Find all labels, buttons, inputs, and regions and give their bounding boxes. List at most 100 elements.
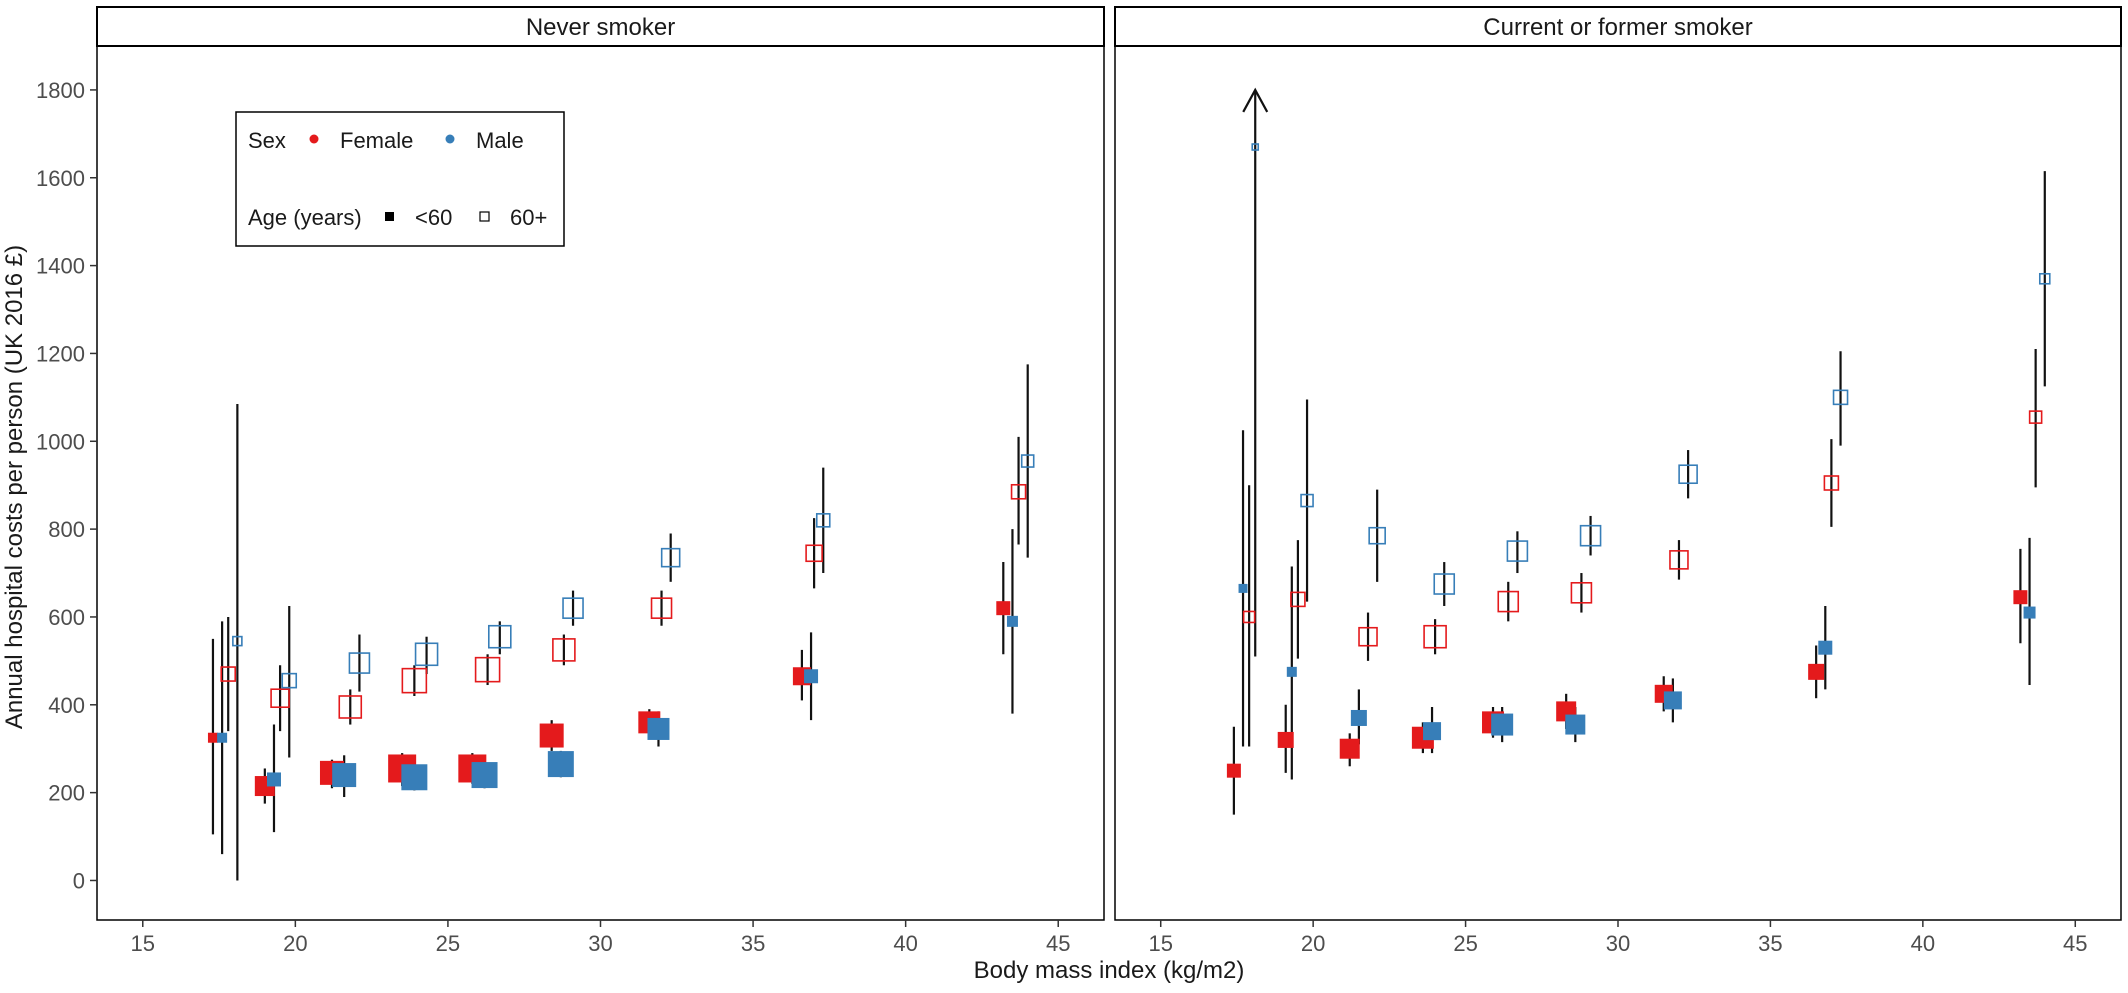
panel-never-smoker: Never smoker 15 20 25 30 35 40 45 0 200 400 600 800 1…	[36, 6, 1105, 956]
data-point-male-under60	[1565, 714, 1586, 735]
data-point-male-under60	[1818, 640, 1833, 655]
x-tick-label: 45	[2063, 931, 2087, 956]
y-axis-title: Annual hospital costs per person (UK 201…	[1, 245, 28, 729]
data-point-female-60plus	[1290, 591, 1306, 608]
legend-60plus-label: 60+	[510, 205, 547, 230]
legend-under60-label: <60	[415, 205, 452, 230]
data-point-male-60plus	[1368, 526, 1386, 545]
error-bar-arrow	[1242, 87, 1269, 113]
y-tick-label: 0	[73, 868, 85, 893]
data-point-male-under60	[1423, 722, 1442, 741]
x-tick-label: 40	[893, 931, 917, 956]
data-point-male-60plus	[348, 652, 371, 674]
data-point-female-60plus	[1010, 483, 1027, 500]
x-tick-label: 15	[1148, 931, 1172, 956]
data-point-male-60plus	[414, 642, 439, 667]
x-tick-label: 20	[1301, 931, 1325, 956]
data-point-male-under60	[1006, 615, 1018, 627]
data-point-female-60plus	[220, 666, 237, 682]
legend-box	[235, 111, 565, 247]
y-tick-label: 1200	[36, 341, 85, 366]
panel-strip-title: Never smoker	[526, 14, 675, 41]
x-tick-label: 35	[741, 931, 765, 956]
legend-sex-title: Sex	[248, 128, 286, 153]
legend-male-label: Male	[476, 128, 524, 153]
data-point-female-under60	[539, 723, 564, 748]
data-point-male-60plus	[660, 547, 681, 568]
data-point-female-under60	[1339, 738, 1360, 759]
data-point-female-60plus	[552, 638, 576, 662]
data-point-female-60plus	[1358, 626, 1378, 647]
data-point-male-under60	[547, 751, 574, 778]
data-point-male-under60	[1491, 713, 1514, 736]
y-tick-label: 1400	[36, 254, 85, 279]
data-point-male-60plus	[815, 513, 831, 528]
x-tick-label: 45	[1046, 931, 1070, 956]
data-point-male-under60	[217, 732, 228, 743]
data-point-female-60plus	[401, 667, 428, 694]
data-point-female-60plus	[2028, 410, 2043, 424]
x-tick-label: 40	[1911, 931, 1935, 956]
data-point-female-60plus	[1497, 590, 1520, 613]
data-point-male-under60	[1238, 583, 1248, 593]
x-axis-title: Body mass index (kg/m2)	[974, 957, 1245, 984]
data-point-female-under60	[1808, 663, 1825, 680]
data-point-male-under60	[1350, 709, 1367, 726]
data-point-male-60plus	[1020, 454, 1035, 468]
data-point-male-60plus	[281, 672, 298, 689]
data-point-male-60plus	[2038, 272, 2051, 285]
data-point-male-under60	[266, 772, 281, 787]
panel-frame	[1114, 45, 2122, 921]
legend-male-swatch	[445, 134, 455, 144]
legend-female-swatch	[309, 134, 319, 144]
x-tick-label: 20	[283, 931, 307, 956]
y-tick-label: 1600	[36, 166, 85, 191]
data-point-male-under60	[471, 762, 498, 789]
data-point-female-60plus	[474, 656, 501, 683]
data-point-female-60plus	[805, 544, 823, 563]
panel-current-or-former-smoker: Current or former smoker 15 20 25 30 35 40 45	[1114, 6, 2122, 956]
data-point-male-60plus	[1678, 464, 1698, 485]
data-point-male-under60	[1663, 691, 1682, 710]
data-point-male-under60	[804, 669, 819, 684]
legend: Sex Female Male Age (years) <60 60+	[235, 111, 565, 247]
data-point-male-under60	[1286, 666, 1297, 677]
data-point-female-60plus	[1423, 624, 1447, 649]
y-tick-label: 800	[48, 517, 85, 542]
x-tick-label: 25	[1453, 931, 1477, 956]
panel-strip	[1114, 6, 2122, 47]
legend-age-title: Age (years)	[248, 205, 362, 230]
data-point-female-under60	[1277, 731, 1294, 748]
data-point-female-60plus	[1669, 550, 1689, 570]
data-point-male-under60	[332, 763, 357, 788]
y-tick-label: 600	[48, 605, 85, 630]
panel-strip-title: Current or former smoker	[1483, 14, 1752, 41]
y-tick-label: 1800	[36, 78, 85, 103]
legend-60plus-swatch	[479, 211, 490, 222]
data-point-male-60plus	[562, 597, 584, 619]
data-point-male-60plus	[487, 624, 512, 649]
data-point-male-60plus	[1300, 493, 1314, 508]
data-point-male-60plus	[1579, 524, 1602, 547]
x-tick-label: 15	[131, 931, 155, 956]
legend-under60-swatch	[385, 212, 394, 221]
data-point-male-60plus	[1251, 143, 1260, 151]
data-point-female-60plus	[1242, 610, 1256, 624]
legend-female-label: Female	[340, 128, 413, 153]
data-point-female-under60	[207, 732, 218, 743]
panel-strip	[96, 6, 1105, 47]
data-point-male-under60	[647, 717, 670, 740]
y-tick-label: 400	[48, 693, 85, 718]
x-tick-label: 25	[436, 931, 460, 956]
data-point-male-60plus	[1433, 573, 1456, 595]
data-point-male-60plus	[232, 635, 243, 647]
data-point-female-under60	[2013, 590, 2028, 605]
y-tick-label: 200	[48, 781, 85, 806]
data-point-female-under60	[1226, 763, 1241, 778]
y-tick-label: 1000	[36, 429, 85, 454]
x-tick-label: 30	[1606, 931, 1630, 956]
data-point-female-60plus	[338, 695, 363, 719]
data-point-female-60plus	[1570, 581, 1593, 604]
data-point-male-under60	[2023, 606, 2036, 619]
